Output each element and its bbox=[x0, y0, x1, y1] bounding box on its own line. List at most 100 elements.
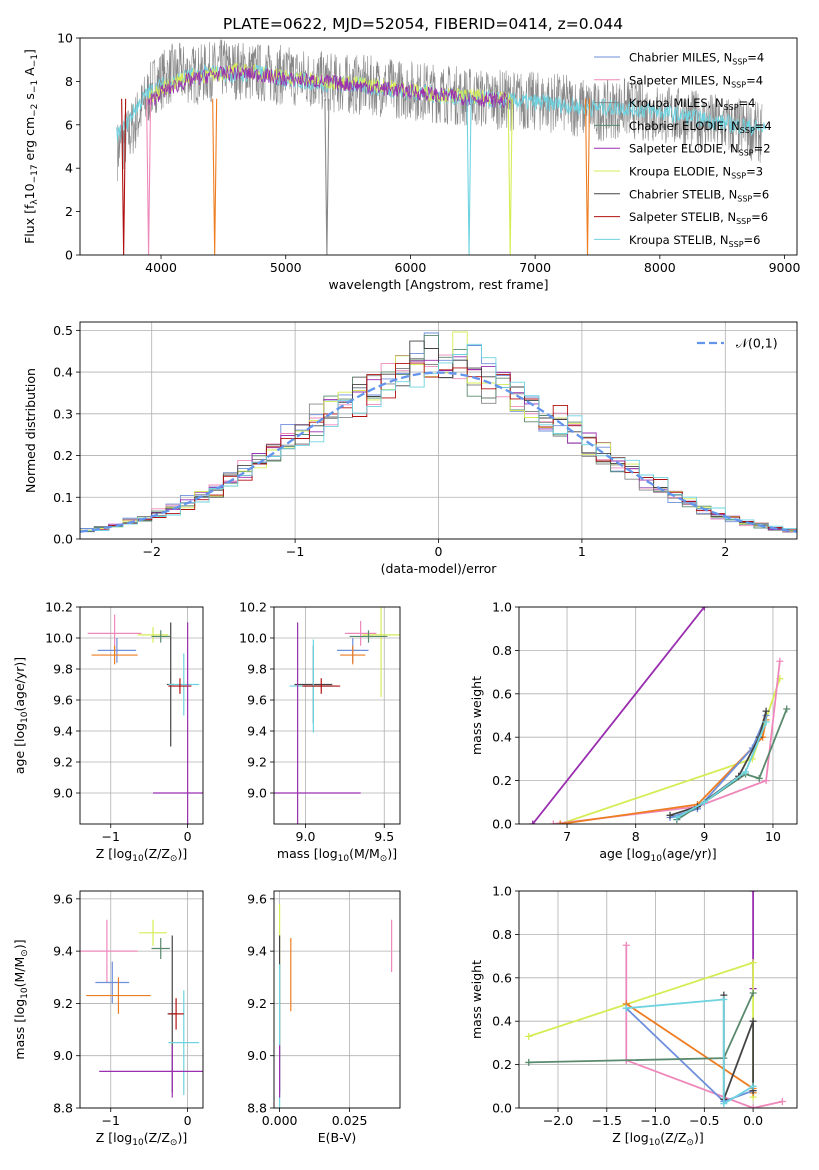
x-tick-label: 7000 bbox=[519, 260, 551, 275]
y-tick-label: 9.2 bbox=[53, 996, 73, 1011]
x-tick-label: 10 bbox=[765, 829, 781, 844]
x-tick-label: 0.0 bbox=[743, 1113, 763, 1128]
x-tick-label: 5000 bbox=[270, 260, 302, 275]
legend-label: Chabrier STELIB, NSSP=6 bbox=[629, 187, 769, 203]
absorption-feature bbox=[324, 98, 330, 255]
x-tick-label: 0.025 bbox=[332, 1113, 368, 1128]
x-axis-label: Z [log10(Z/Z⊙)] bbox=[96, 846, 187, 864]
x-tick-label: 9.5 bbox=[374, 829, 394, 844]
x-tick-label: −0.5 bbox=[689, 1113, 719, 1128]
y-tick-label: 0.6 bbox=[492, 686, 512, 701]
y-tick-label: 0.2 bbox=[492, 1057, 512, 1072]
y-tick-label: 4 bbox=[65, 161, 73, 176]
legend: 𝒩(0,1) bbox=[697, 336, 778, 351]
y-tick-label: 10.0 bbox=[239, 631, 267, 646]
weight-marker bbox=[749, 959, 757, 967]
y-tick-label: 10 bbox=[57, 31, 73, 46]
absorption-feature bbox=[146, 98, 152, 255]
panel-age_vs_z: −1 0 9.0 9.2 9.4 9.6 9.8 10.0 10.2 Z [log10(Z/Z⊙)… bbox=[12, 600, 204, 864]
weight-marker bbox=[783, 705, 791, 713]
absorption-feature bbox=[584, 98, 591, 255]
y-tick-label: 0.4 bbox=[492, 730, 512, 745]
axes-frame bbox=[273, 606, 401, 825]
x-tick-label: −2 bbox=[142, 544, 160, 559]
x-tick-label: −1 bbox=[102, 829, 120, 844]
absorption-feature bbox=[507, 98, 513, 255]
x-tick-label: 2 bbox=[721, 544, 729, 559]
y-tick-label: 0 bbox=[65, 248, 73, 263]
y-tick-label: 8 bbox=[65, 74, 73, 89]
panel-mass_weight_vs_z: −2.0 −1.5 −1.0 −0.5 0.0 0.0 0.2 0.4 0.6 0.8 1.0 Z [… bbox=[469, 884, 798, 1148]
y-tick-label: 10.0 bbox=[45, 631, 73, 646]
axes-frame bbox=[518, 890, 798, 1109]
x-axis-label: wavelength [Angstrom, rest frame] bbox=[328, 277, 548, 292]
y-tick-label: 0.4 bbox=[53, 365, 73, 380]
axes-frame bbox=[79, 606, 204, 825]
plot-area-mass_weight_vs_z bbox=[525, 891, 786, 1108]
y-tick-label: 9.6 bbox=[247, 693, 267, 708]
weight-marker bbox=[720, 996, 728, 1003]
weight-marker bbox=[556, 820, 564, 824]
y-tick-label: 8.8 bbox=[247, 1101, 267, 1116]
weight-marker bbox=[525, 1032, 533, 1040]
x-axis-label: E(B-V) bbox=[318, 1130, 357, 1145]
panel-mass_vs_z: −1 0 8.8 9.0 9.2 9.4 9.6 Z [log10(Z/Z⊙)] mass [l… bbox=[12, 890, 204, 1148]
weight-marker bbox=[749, 891, 757, 895]
plot-area-residuals bbox=[80, 331, 797, 535]
y-axis-label: mass weight bbox=[469, 960, 484, 1039]
weight-marker bbox=[673, 813, 681, 821]
weight-marker bbox=[666, 811, 674, 819]
legend-label: Chabrier MILES, NSSP=4 bbox=[629, 51, 764, 67]
y-axis-label: age [log10(age/yr)] bbox=[12, 657, 30, 774]
x-tick-label: 0 bbox=[184, 829, 192, 844]
x-tick-label: −1.0 bbox=[640, 1113, 670, 1128]
plot-area-age_vs_mass bbox=[274, 607, 400, 824]
panel-residuals: −2 −1 0 1 2 0.0 0.1 0.2 0.3 0.4 0.5 (data-model)/er… bbox=[23, 321, 798, 576]
y-tick-label: 6 bbox=[65, 117, 73, 132]
y-tick-label: 9.0 bbox=[53, 1048, 73, 1063]
x-tick-label: 1 bbox=[578, 544, 586, 559]
y-tick-label: 9.6 bbox=[53, 693, 73, 708]
x-tick-label: 0.000 bbox=[262, 1113, 298, 1128]
y-tick-label: 2 bbox=[65, 204, 73, 219]
x-tick-label: 0 bbox=[184, 1113, 192, 1128]
y-tick-label: 0.3 bbox=[53, 406, 73, 421]
weight-marker bbox=[749, 989, 757, 997]
y-tick-label: 9.2 bbox=[247, 755, 267, 770]
y-tick-label: 9.0 bbox=[53, 786, 73, 801]
plot-area-spectrum bbox=[115, 39, 767, 255]
y-tick-label: 9.2 bbox=[53, 755, 73, 770]
y-tick-label: 9.8 bbox=[53, 662, 73, 677]
plot-area-mass_vs_z bbox=[80, 919, 203, 1098]
weight-marker bbox=[749, 1017, 757, 1025]
y-tick-label: 0.2 bbox=[492, 773, 512, 788]
x-tick-label: 9.0 bbox=[296, 829, 316, 844]
y-tick-label: 0.0 bbox=[492, 817, 512, 832]
y-axis-label: mass [log10(M/M⊙)] bbox=[12, 939, 30, 1059]
axes-frame bbox=[79, 37, 798, 256]
plot-area-mass_weight_vs_age bbox=[529, 607, 791, 824]
x-axis-label: Z [log10(Z/Z⊙)] bbox=[96, 1130, 187, 1148]
y-tick-label: 8.8 bbox=[53, 1101, 73, 1116]
y-tick-label: 9.6 bbox=[53, 891, 73, 906]
y-tick-label: 10.2 bbox=[239, 600, 267, 615]
weight-marker bbox=[776, 657, 784, 665]
spectrum-line bbox=[148, 65, 511, 110]
x-tick-label: 8000 bbox=[644, 260, 676, 275]
y-tick-label: 0.8 bbox=[492, 643, 512, 658]
weight-marker bbox=[700, 607, 708, 611]
plot-area-mass_vs_ebv bbox=[279, 904, 393, 1108]
legend-label: Kroupa MILES, NSSP=4 bbox=[629, 96, 755, 112]
weight-marker bbox=[622, 1004, 630, 1012]
x-tick-label: −1.5 bbox=[592, 1113, 622, 1128]
residual-histogram bbox=[80, 343, 797, 532]
y-tick-label: 10.2 bbox=[45, 600, 73, 615]
axes-frame bbox=[79, 890, 204, 1109]
y-tick-label: 9.6 bbox=[247, 891, 267, 906]
weight-marker bbox=[700, 798, 708, 806]
x-tick-label: −2.0 bbox=[543, 1113, 573, 1128]
x-tick-label: 7 bbox=[563, 829, 571, 844]
y-tick-label: 9.4 bbox=[247, 724, 267, 739]
weight-marker bbox=[749, 1082, 757, 1090]
